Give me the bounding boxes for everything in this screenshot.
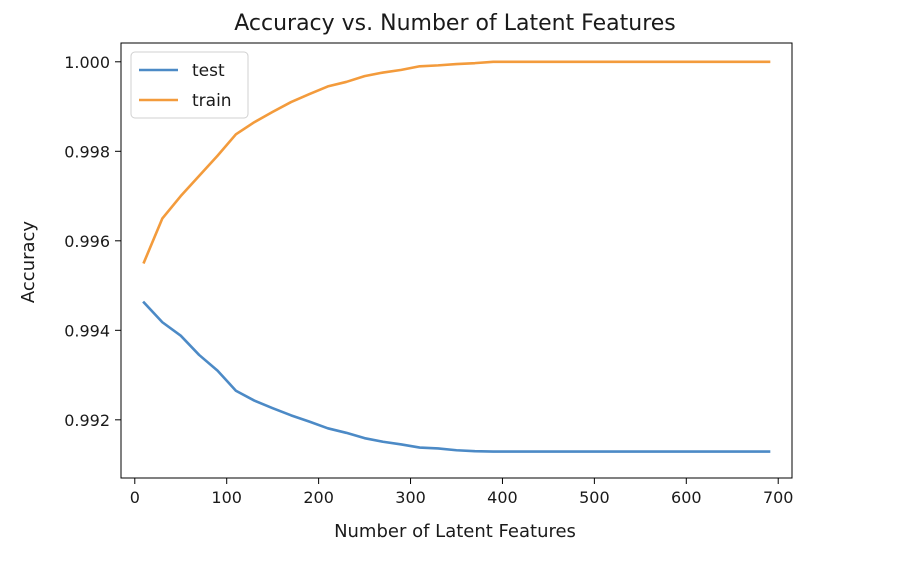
legend-label-test: test bbox=[192, 61, 225, 81]
x-axis-ticks: 0 100 200 300 400 500 600 700 bbox=[130, 478, 794, 507]
legend-box bbox=[130, 51, 249, 119]
y-axis-label: Accuracy bbox=[18, 221, 39, 304]
x-tick-label: 200 bbox=[303, 488, 334, 507]
y-tick-label: 0.996 bbox=[64, 232, 110, 251]
x-tick-label: 400 bbox=[487, 488, 518, 507]
y-axis-ticks: 0.992 0.994 0.996 0.998 1.000 bbox=[64, 53, 121, 430]
x-tick-label: 300 bbox=[395, 488, 426, 507]
y-tick-label: 0.994 bbox=[64, 321, 110, 340]
x-tick-label: 600 bbox=[671, 488, 702, 507]
y-tick-label: 1.000 bbox=[64, 53, 110, 72]
series-line-train bbox=[142, 60, 771, 264]
legend-label-train: train bbox=[192, 91, 232, 111]
y-tick-label: 0.992 bbox=[64, 411, 110, 430]
x-tick-label: 0 bbox=[130, 488, 140, 507]
x-tick-label: 500 bbox=[579, 488, 610, 507]
y-tick-label: 0.998 bbox=[64, 142, 110, 161]
chart-title: Accuracy vs. Number of Latent Features bbox=[234, 11, 676, 36]
x-tick-label: 100 bbox=[211, 488, 242, 507]
plot-frame bbox=[120, 42, 793, 479]
legend: test train bbox=[130, 51, 249, 119]
x-tick-label: 700 bbox=[763, 488, 794, 507]
series-line-test bbox=[142, 300, 771, 453]
x-axis-label: Number of Latent Features bbox=[334, 521, 576, 542]
plot-lines bbox=[142, 60, 771, 453]
